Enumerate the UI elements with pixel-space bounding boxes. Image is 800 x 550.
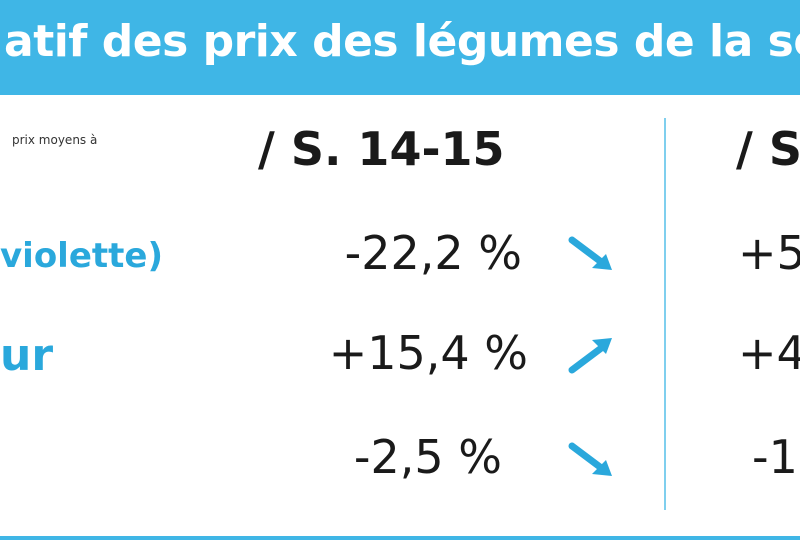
cell-value: -2,5 % (353, 430, 502, 484)
trend-down-arrow (568, 236, 612, 270)
column-header: / S (736, 122, 800, 176)
column-divider (664, 118, 666, 510)
cell-value: -22,2 % (344, 226, 522, 280)
column-header: / S. 14-15 (258, 122, 505, 176)
title-banner: atif des prix des légumes de la sem (0, 0, 800, 95)
row-label: ur (0, 330, 54, 381)
bottom-rule (0, 536, 800, 540)
table-note: prix moyens à (12, 133, 98, 147)
cell-value: -1 (752, 430, 798, 484)
cell-value: +5 (738, 226, 800, 280)
cell-value: +15,4 % (328, 326, 528, 380)
trend-up-arrow (568, 338, 612, 374)
cell-value: +4 (738, 326, 800, 380)
title: atif des prix des légumes de la sem (4, 16, 800, 67)
row-label: violette) (0, 236, 163, 276)
trend-down-arrow (568, 442, 612, 476)
